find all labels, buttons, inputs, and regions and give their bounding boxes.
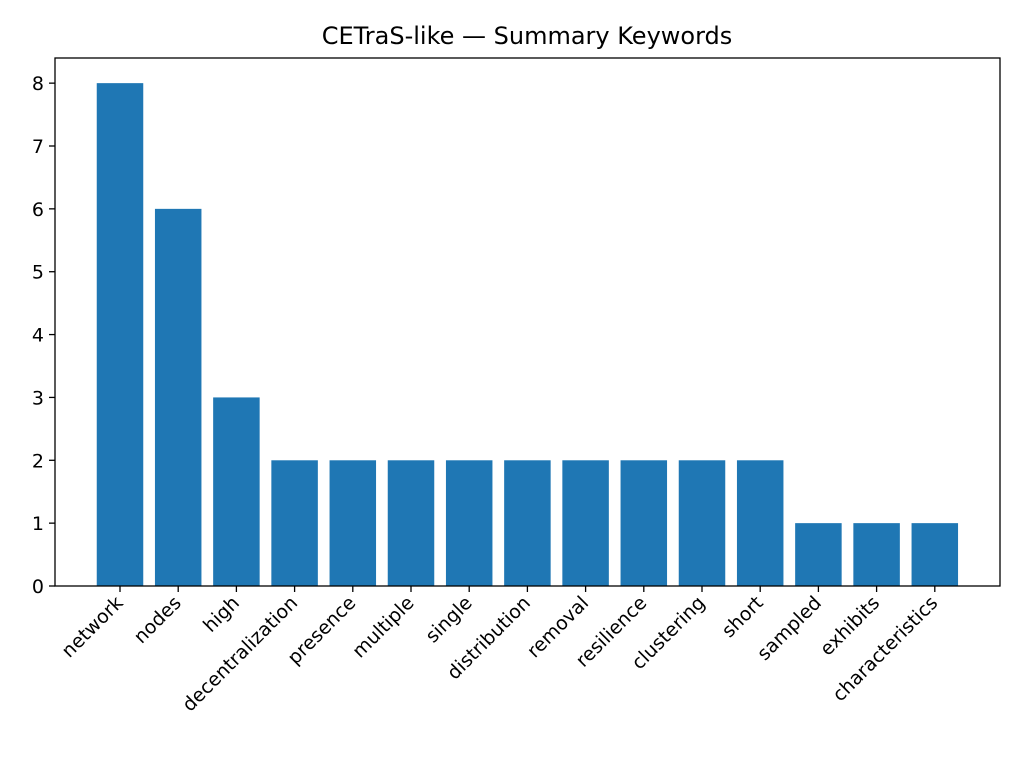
chart-title: CETraS-like — Summary Keywords bbox=[322, 22, 733, 50]
x-tick-label: sampled bbox=[753, 592, 826, 665]
x-tick-label: single bbox=[421, 592, 476, 647]
bar-high bbox=[213, 397, 260, 586]
bars-group bbox=[96, 83, 959, 587]
bar-clustering bbox=[678, 460, 726, 586]
y-tick-label: 7 bbox=[32, 136, 44, 158]
x-tick-label: characteristics bbox=[828, 592, 942, 706]
y-tick-label: 2 bbox=[32, 450, 44, 472]
x-tick-label: short bbox=[718, 592, 768, 642]
bar-multiple bbox=[387, 460, 435, 586]
bar-resilience bbox=[620, 460, 668, 586]
y-tick-label: 8 bbox=[32, 73, 44, 95]
bar-sampled bbox=[795, 523, 842, 586]
x-tick-label: nodes bbox=[130, 592, 186, 648]
y-tick-label: 5 bbox=[32, 262, 44, 284]
x-tick-label: high bbox=[199, 592, 244, 637]
bar-distribution bbox=[504, 460, 551, 586]
bar-characteristics bbox=[911, 523, 959, 586]
x-axis: network nodes highdecentralizationpresence… bbox=[57, 586, 942, 716]
x-tick-label: multiple bbox=[348, 592, 418, 662]
y-tick-label: 0 bbox=[32, 576, 44, 598]
plot-frame bbox=[54, 57, 1001, 587]
bar-nodes bbox=[154, 208, 202, 586]
bar-single bbox=[445, 460, 493, 586]
y-tick-label: 1 bbox=[32, 513, 44, 535]
bar-network bbox=[96, 83, 144, 587]
bar-exhibits bbox=[853, 523, 900, 586]
x-tick-label: network bbox=[57, 592, 127, 662]
bar-decentralization bbox=[271, 460, 318, 586]
y-tick-label: 4 bbox=[32, 325, 44, 347]
bar-presence bbox=[329, 460, 377, 586]
bar-short bbox=[736, 460, 784, 586]
y-tick-label: 6 bbox=[32, 199, 44, 221]
y-axis: 0 1 2 3 4 5 6 7 8 bbox=[32, 73, 55, 598]
bar-removal bbox=[562, 460, 609, 586]
y-tick-label: 3 bbox=[32, 387, 44, 409]
